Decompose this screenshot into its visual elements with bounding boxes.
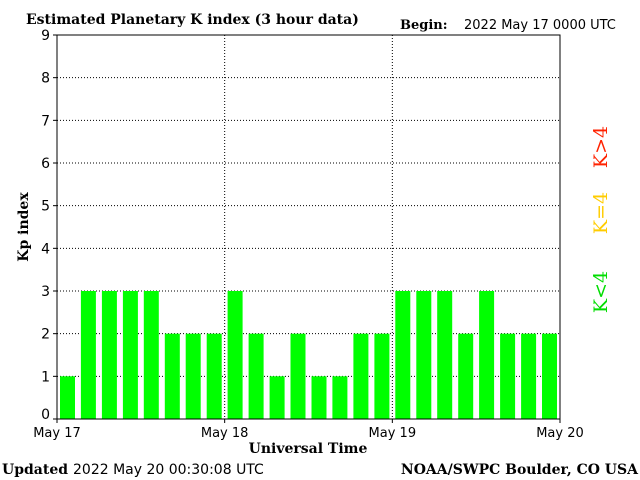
kp-bar: [164, 333, 180, 419]
y-tick-label: 7: [41, 113, 50, 129]
kp-bar: [80, 291, 96, 419]
kp-bar: [479, 291, 495, 419]
x-ticks: May 17 May 18 May 19 May 20: [33, 419, 584, 441]
kp-bar: [353, 333, 369, 419]
kp-bar: [290, 333, 306, 419]
updated-label: Updated: [2, 462, 68, 478]
legend-item: K<4: [590, 271, 612, 313]
plot-frame: [56, 34, 561, 420]
y-tick-label: 1: [41, 369, 50, 385]
kp-bar: [60, 376, 75, 419]
y-tick-label: 2: [41, 327, 50, 343]
kp-bar: [122, 291, 138, 419]
updated-value: 2022 May 20 00:30:08 UTC: [73, 462, 264, 478]
y-tick-label: 8: [41, 71, 50, 87]
kp-bar: [143, 291, 159, 419]
begin-label: Begin:: [400, 18, 448, 33]
x-tick-label: May 18: [201, 426, 249, 441]
y-ticks: 0 1 2 3 4 5 6 7 8 9: [41, 28, 57, 423]
kp-bar: [542, 333, 557, 419]
y-axis-label: Kp index: [16, 192, 32, 262]
kp-bar: [101, 291, 117, 419]
legend-item: K>4: [590, 126, 612, 168]
kp-bar: [374, 333, 390, 419]
legend-item: K=4: [590, 192, 612, 234]
begin-value: 2022 May 17 0000 UTC: [464, 18, 616, 33]
chart-title: Estimated Planetary K index (3 hour data…: [26, 12, 359, 28]
x-axis-label: Universal Time: [249, 441, 368, 457]
y-tick-label: 5: [41, 199, 50, 215]
y-tick-label: 0: [41, 407, 50, 423]
kp-bar: [332, 376, 348, 419]
x-tick-label: May 17: [33, 426, 81, 441]
kp-bar: [521, 333, 537, 419]
y-tick-label: 3: [41, 284, 50, 300]
kp-bar: [185, 333, 201, 419]
kp-bar: [500, 333, 516, 419]
kp-bar: [395, 291, 411, 419]
kp-bar: [458, 333, 474, 419]
kp-bar: [206, 333, 222, 419]
credit-text: NOAA/SWPC Boulder, CO USA: [401, 462, 639, 478]
kp-bar: [437, 291, 453, 419]
y-tick-label: 4: [41, 241, 50, 257]
y-tick-label: 6: [41, 156, 50, 172]
legend: K<4 K=4 K>4: [590, 126, 612, 313]
y-tick-label: 9: [41, 28, 50, 44]
grid-lines: [57, 35, 560, 419]
kp-bar: [311, 376, 327, 419]
x-tick-label: May 19: [369, 426, 417, 441]
kp-bar: [416, 291, 432, 419]
kp-bar: [227, 291, 243, 419]
kp-bar: [248, 333, 264, 419]
kp-bar: [269, 376, 285, 419]
bars: [60, 291, 557, 419]
x-tick-label: May 20: [536, 426, 584, 441]
